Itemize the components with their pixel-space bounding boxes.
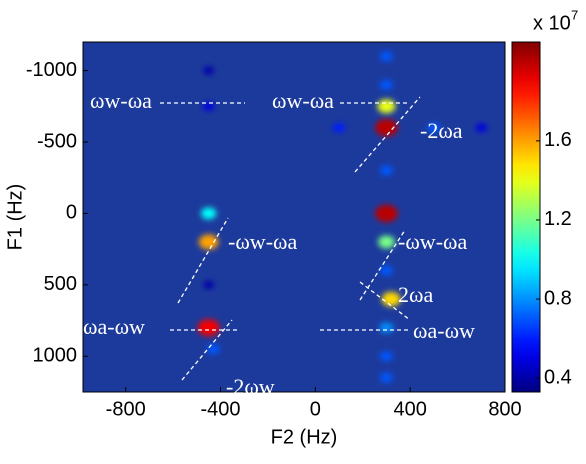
annotation: -ωw-ωa (228, 229, 298, 254)
x-tick-label: 0 (310, 398, 321, 420)
annotation: ωw-ωa (272, 88, 334, 113)
y-tick-label: -1000 (26, 59, 77, 81)
y-axis-label: F1 (Hz) (4, 184, 26, 251)
peak (379, 165, 394, 176)
plot-frame (82, 41, 506, 393)
x-tick-label: -800 (106, 398, 146, 420)
peak (375, 204, 398, 223)
annotation: ωa-ωw (83, 314, 145, 339)
peak (198, 234, 219, 250)
colorbar-tick-label: 1.2 (544, 208, 572, 230)
peak (379, 79, 394, 90)
y-tick-label: 0 (66, 202, 77, 224)
peak (332, 122, 346, 133)
peak (203, 280, 215, 290)
y-tick-label: -500 (37, 130, 77, 152)
annotation: 2ωa (398, 282, 433, 307)
x-tick-label: 800 (488, 398, 521, 420)
peak (475, 123, 488, 133)
x-tick-label: 400 (393, 398, 426, 420)
peak (379, 265, 394, 276)
annotation: -2ωw (226, 374, 275, 399)
peak (200, 207, 217, 220)
peak (197, 319, 220, 337)
colorbar-exponent: 7 (571, 7, 578, 22)
peak (377, 99, 396, 114)
colorbar-label: x 10 (533, 12, 571, 34)
peak (427, 122, 441, 133)
annotation: ωw-ωa (90, 88, 152, 113)
peak (379, 372, 394, 383)
peak (206, 344, 220, 355)
peak (379, 322, 394, 334)
peak (202, 101, 215, 111)
colorbar-tick-label: 0.8 (544, 287, 572, 309)
annotation: ωa-ωw (413, 318, 475, 343)
peak (378, 235, 395, 249)
y-tick-label: 1000 (33, 345, 78, 367)
peak (375, 118, 398, 137)
colorbar-tick-label: 0.4 (544, 366, 572, 388)
y-tick-label: 500 (44, 273, 77, 295)
colorbar-tick-label: 1.6 (544, 129, 572, 151)
annotation: -ωw-ωa (398, 229, 468, 254)
peaks (197, 51, 488, 383)
annotation: -2ωa (420, 118, 463, 143)
x-tick-label: -400 (200, 398, 240, 420)
plot-background (83, 42, 505, 392)
peak (379, 51, 394, 62)
peak (379, 351, 394, 362)
guide-lines (160, 96, 421, 381)
colorbar (511, 41, 541, 393)
x-axis-label: F2 (Hz) (271, 426, 338, 448)
peak (203, 66, 215, 75)
peak (381, 291, 401, 307)
